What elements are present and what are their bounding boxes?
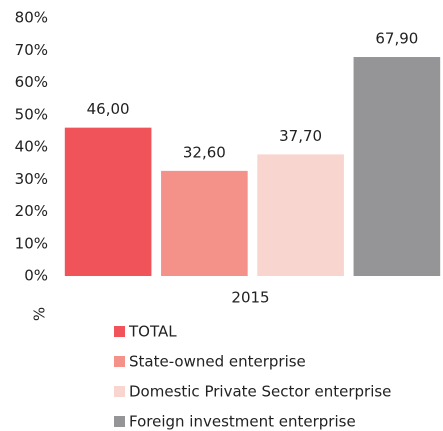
legend-swatch	[114, 356, 125, 367]
legend-swatch	[114, 416, 125, 427]
y-tick-label: 30%	[15, 170, 48, 188]
bar	[161, 170, 248, 276]
bar	[64, 127, 152, 277]
data-label: 37,70	[279, 127, 322, 145]
y-tick-label: 60%	[15, 73, 48, 91]
y-tick-label: 0%	[24, 267, 48, 285]
legend-label: Domestic Private Sector enterprise	[129, 383, 391, 401]
legend-swatch	[114, 326, 125, 337]
y-tick-label: 10%	[15, 234, 48, 252]
legend-label: State-owned enterprise	[129, 353, 306, 371]
data-label: 32,60	[183, 143, 226, 161]
y-tick-label: 50%	[15, 105, 48, 123]
data-label: 67,90	[375, 30, 418, 48]
y-tick-label: 40%	[15, 138, 48, 156]
bar	[257, 154, 344, 276]
bar	[353, 57, 441, 277]
y-tick-label: 20%	[15, 202, 48, 220]
x-tick-label: 2015	[231, 289, 269, 307]
legend-swatch	[114, 386, 125, 397]
legend-label: Foreign investment enterprise	[129, 413, 356, 431]
y-tick-label: 70%	[15, 41, 48, 59]
y-axis-label: %	[31, 307, 49, 321]
y-tick-label: 80%	[15, 9, 48, 27]
legend-label: TOTAL	[128, 323, 177, 341]
data-label: 46,00	[87, 100, 130, 118]
